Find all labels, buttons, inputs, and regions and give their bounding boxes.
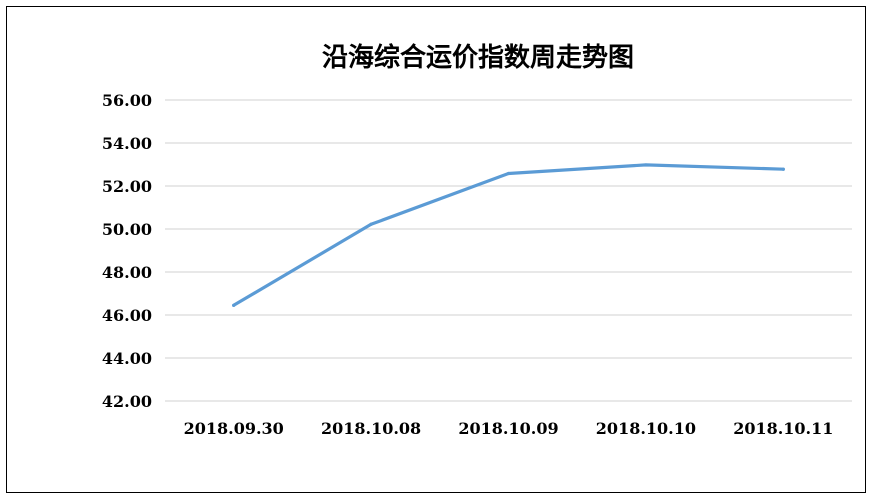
x-tick-label: 2018.10.10 bbox=[596, 419, 696, 438]
y-tick-label: 48.00 bbox=[102, 263, 152, 282]
y-tick-label: 44.00 bbox=[102, 349, 152, 368]
data-point bbox=[369, 222, 373, 226]
y-tick-label: 52.00 bbox=[102, 177, 152, 196]
y-tick-label: 46.00 bbox=[102, 306, 152, 325]
data-point bbox=[232, 303, 236, 307]
y-tick-label: 42.00 bbox=[102, 392, 152, 411]
data-point bbox=[644, 163, 648, 167]
y-tick-label: 54.00 bbox=[102, 134, 152, 153]
y-tick-label: 50.00 bbox=[102, 220, 152, 239]
x-tick-label: 2018.10.09 bbox=[458, 419, 558, 438]
chart-title: 沿海综合运价指数周走势图 bbox=[322, 42, 634, 73]
y-axis-tick-labels: 42.00 44.00 46.00 48.00 50.00 52.00 54.00 56.00 bbox=[102, 91, 152, 411]
gridlines bbox=[165, 99, 852, 402]
series-layer bbox=[232, 163, 785, 307]
x-axis-tick-labels: 2018.09.30 2018.10.08 2018.10.09 2018.10.10… bbox=[184, 419, 834, 438]
data-point bbox=[506, 171, 511, 176]
data-point bbox=[781, 167, 785, 171]
x-tick-label: 2018.10.08 bbox=[321, 419, 421, 438]
x-tick-label: 2018.10.11 bbox=[733, 419, 833, 438]
y-tick-label: 56.00 bbox=[102, 91, 152, 110]
x-tick-label: 2018.09.30 bbox=[184, 419, 284, 438]
chart-frame bbox=[6, 6, 866, 493]
